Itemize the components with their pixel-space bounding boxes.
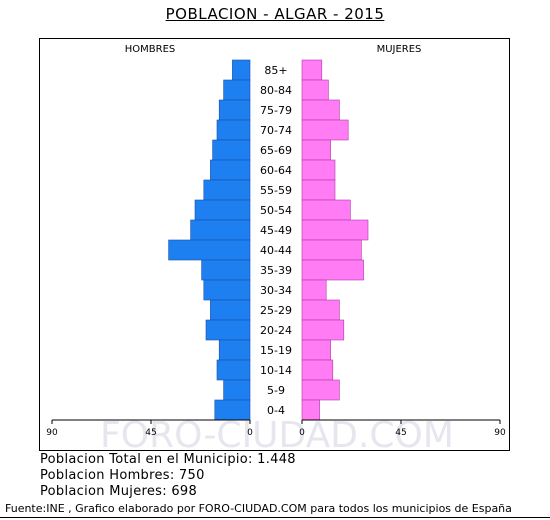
bar-hombres-80-84 [223,79,251,101]
age-label-30-34: 30-34 [260,284,292,297]
age-label-65-69: 65-69 [260,144,292,157]
chart-title: POBLACION - ALGAR - 2015 [165,5,385,23]
age-label-50-54: 50-54 [260,204,292,217]
summary-hombres: Poblacion Hombres: 750 [40,468,205,483]
bar-hombres-55-59 [203,179,251,201]
bar-mujeres-65-69 [301,139,331,161]
tick-label-hombres-0: 0 [247,428,253,438]
age-label-20-24: 20-24 [260,324,292,337]
chart-frame [39,38,510,451]
bar-mujeres-45-49 [301,219,369,241]
age-label-35-39: 35-39 [260,264,292,277]
bar-hombres-85+ [232,59,251,81]
bar-hombres-75-79 [218,99,251,121]
bar-mujeres-30-34 [301,279,327,301]
age-label-10-14: 10-14 [260,364,292,377]
age-label-40-44: 40-44 [260,244,292,257]
bar-mujeres-15-19 [301,339,331,361]
age-label-25-29: 25-29 [260,304,292,317]
bar-hombres-25-29 [210,299,251,321]
age-label-0-4: 0-4 [267,404,285,417]
bottom-divider [0,517,550,518]
bar-mujeres-0-4 [301,399,320,421]
bar-hombres-35-39 [201,259,251,281]
bar-mujeres-25-29 [301,299,340,321]
age-label-70-74: 70-74 [260,124,292,137]
tick-label-mujeres-0: 0 [299,428,305,438]
age-label-5-9: 5-9 [267,384,285,397]
bar-mujeres-35-39 [301,259,364,281]
age-label-55-59: 55-59 [260,184,292,197]
bar-mujeres-80-84 [301,79,329,101]
bar-hombres-15-19 [218,339,251,361]
age-label-15-19: 15-19 [260,344,292,357]
bar-mujeres-40-44 [301,239,362,261]
tick-label-hombres-45: 45 [145,428,156,438]
bar-mujeres-85+ [301,59,323,81]
tick-label-hombres-90: 90 [46,428,58,438]
bar-hombres-0-4 [214,399,251,421]
bar-mujeres-60-64 [301,159,336,181]
bar-mujeres-75-79 [301,99,340,121]
bar-hombres-45-49 [190,219,251,241]
legend-hombres: HOMBRES [125,44,176,55]
age-label-80-84: 80-84 [260,84,292,97]
tick-label-mujeres-90: 90 [494,428,506,438]
bar-mujeres-55-59 [301,179,336,201]
age-label-75-79: 75-79 [260,104,292,117]
source-footer: Fuente:INE , Grafico elaborado por FORO-… [5,502,512,515]
bar-hombres-30-34 [203,279,251,301]
bar-hombres-65-69 [212,139,251,161]
bar-hombres-10-14 [216,359,251,381]
bar-hombres-70-74 [216,119,251,141]
age-label-60-64: 60-64 [260,164,292,177]
age-label-45-49: 45-49 [260,224,292,237]
bar-mujeres-70-74 [301,119,349,141]
bar-hombres-60-64 [210,159,251,181]
bar-mujeres-50-54 [301,199,351,221]
bar-mujeres-20-24 [301,319,345,341]
population-pyramid: FORO-CIUDAD.COM HOMBRES MUJERES 85+ 80-84… [46,44,506,456]
bar-mujeres-5-9 [301,379,340,401]
summary-mujeres: Poblacion Mujeres: 698 [40,484,198,499]
summary-total: Poblacion Total en el Municipio: 1.448 [40,452,296,467]
bar-hombres-50-54 [194,199,251,221]
age-label-85+: 85+ [264,64,287,77]
bar-hombres-20-24 [205,319,251,341]
legend-mujeres: MUJERES [377,44,422,55]
watermark: FORO-CIUDAD.COM [100,415,454,456]
tick-label-mujeres-45: 45 [395,428,406,438]
bar-mujeres-10-14 [301,359,334,381]
bar-hombres-40-44 [168,239,251,261]
bar-hombres-5-9 [223,379,251,401]
